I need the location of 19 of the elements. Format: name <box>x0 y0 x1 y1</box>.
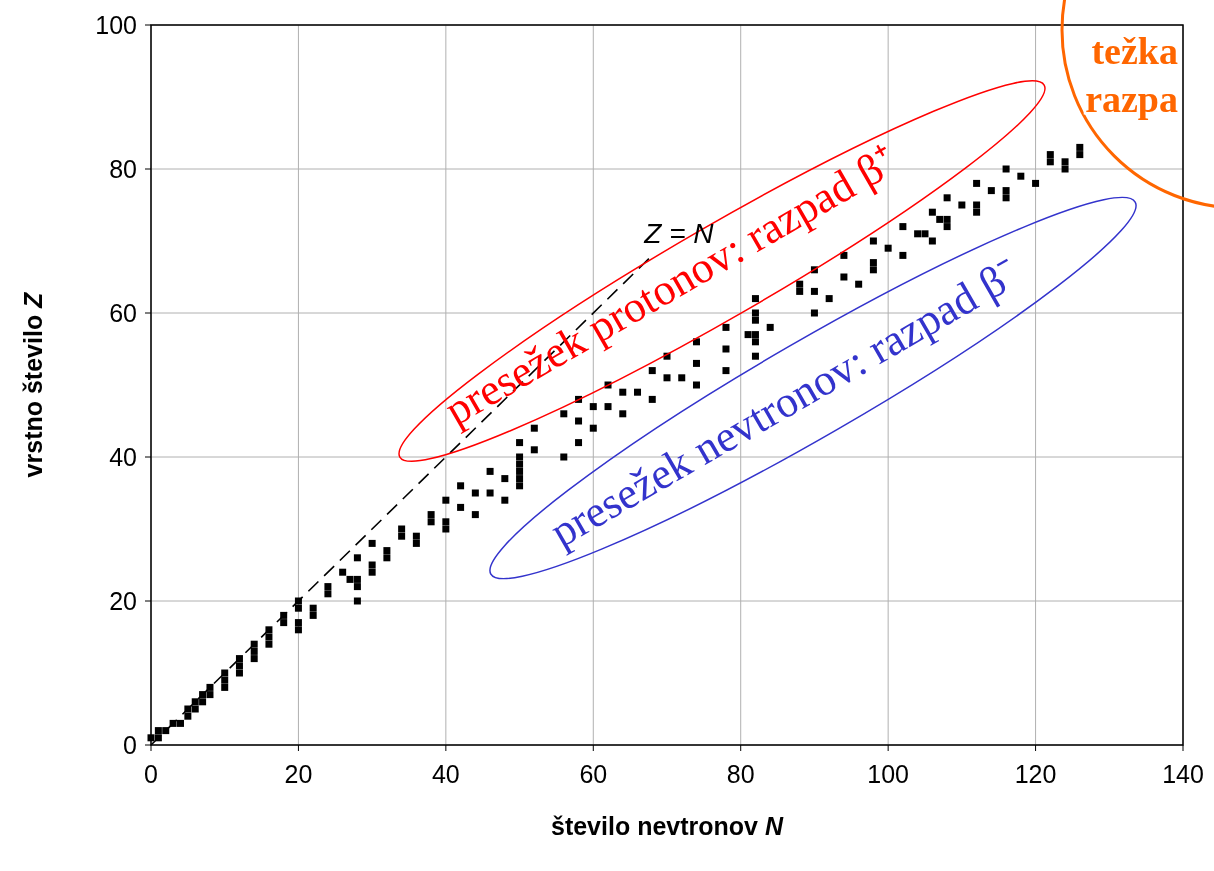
x-tick-label: 120 <box>1014 760 1057 788</box>
x-tick-label: 100 <box>867 760 909 788</box>
annotation: Z = N <box>643 218 715 250</box>
x-tick-label: 60 <box>579 760 608 788</box>
x-tick-label: 20 <box>284 760 313 788</box>
y-tick-label: 60 <box>109 299 137 327</box>
x-axis-title: število nevtronov N <box>550 812 784 840</box>
y-tick-label: 20 <box>109 587 137 615</box>
y-tick-label: 80 <box>109 155 137 183</box>
x-tick-label: 0 <box>144 760 158 788</box>
y-axis-title: vrstno število Z <box>19 290 47 478</box>
y-tick-label: 0 <box>123 731 137 759</box>
x-tick-label: 140 <box>1162 760 1204 788</box>
annotation: težka <box>1091 30 1178 72</box>
y-tick-label: 40 <box>109 443 137 471</box>
x-tick-label: 80 <box>726 760 755 788</box>
x-tick-label: 40 <box>431 760 460 788</box>
annotation: razpa <box>1085 78 1178 120</box>
y-tick-label: 100 <box>95 11 137 39</box>
